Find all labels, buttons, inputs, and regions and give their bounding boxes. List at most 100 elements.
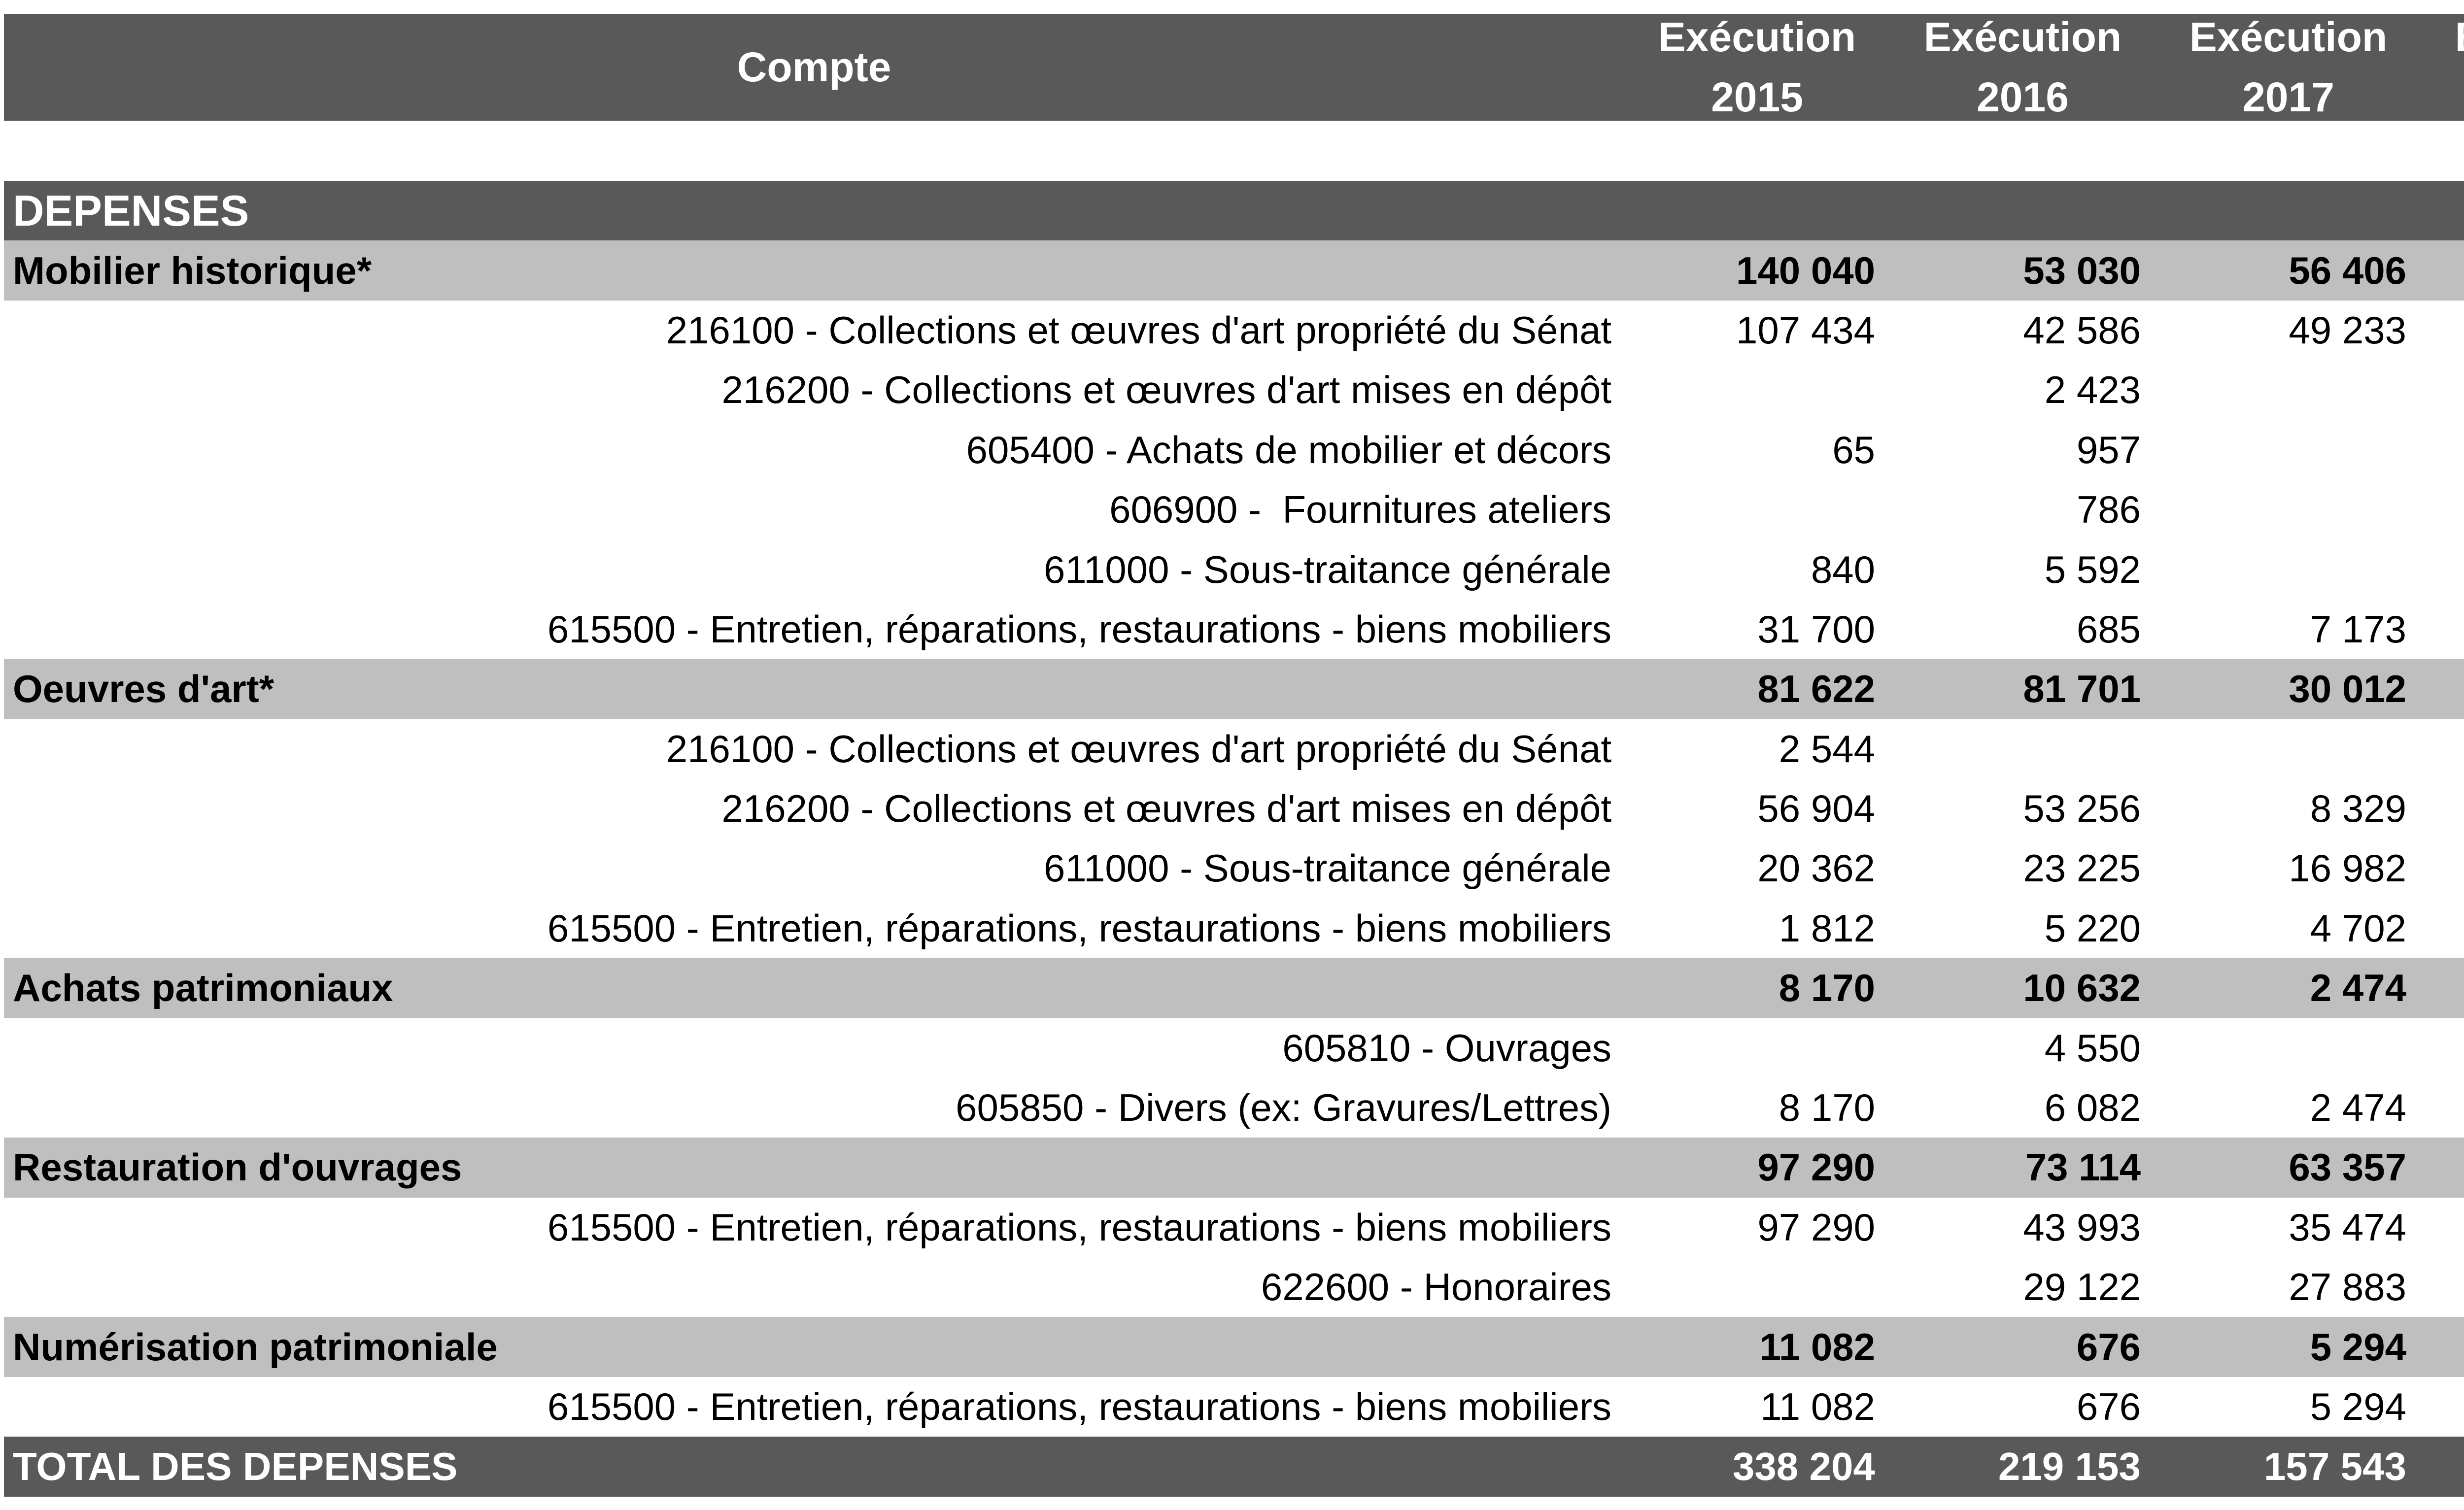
- row-title-cell: Achats patrimoniaux: [4, 958, 1624, 1018]
- row-title-cell: Restauration d'ouvrages: [4, 1138, 1624, 1197]
- value-cell-2016: 29 122: [1890, 1257, 2156, 1317]
- value: 8 329: [2310, 787, 2406, 831]
- value: 11 082: [1760, 1385, 1875, 1428]
- value-cell-2017: 5 294: [2156, 1377, 2421, 1437]
- detail-row: 216200 - Collections et œuvres d'art mis…: [4, 778, 2464, 839]
- value-cell-2015: 11 082: [1624, 1317, 1890, 1376]
- year-label: 2017: [2242, 73, 2334, 120]
- execution-label: Exécution: [1923, 14, 2122, 60]
- value-cell-2017: 5 294: [2156, 1317, 2421, 1376]
- row-title: Oeuvres d'art*: [13, 667, 274, 711]
- value-cell-2016: 786: [1890, 480, 2156, 539]
- value-cell-2016: 23 225: [1890, 839, 2156, 898]
- value: 81 701: [2023, 667, 2141, 711]
- value-cell-2015: [1624, 181, 1890, 240]
- execution-label: Exécution: [2189, 14, 2388, 60]
- value: 35 474: [2289, 1205, 2406, 1249]
- value-cell-2015: [1624, 480, 1890, 539]
- value-cell-2016: 957: [1890, 420, 2156, 480]
- row-title: Numérisation patrimoniale: [13, 1325, 498, 1369]
- value: 5 294: [2310, 1385, 2406, 1428]
- value-cell-2015: [1624, 360, 1890, 420]
- account-label: 216100 - Collections et œuvres d'art pro…: [666, 727, 1611, 771]
- value: 685: [2076, 607, 2141, 651]
- group-row: Achats patrimoniaux 8 170 10 632 2 474 5 521…: [4, 958, 2464, 1018]
- account-label-cell: 606900 - Fournitures ateliers: [4, 480, 1624, 539]
- value: 140 040: [1736, 248, 1875, 292]
- value-cell-2018: [2421, 480, 2464, 539]
- value-cell-2017: 49 233: [2156, 301, 2421, 360]
- value-cell-2016: 6 082: [1890, 1078, 2156, 1138]
- spacer-row: [4, 121, 2464, 181]
- budget-table: Compte Exécution 2015 Exécution 2016 Exé…: [4, 14, 2464, 1497]
- value-cell-2015: [1624, 1257, 1890, 1317]
- value-cell-2016: 5 220: [1890, 899, 2156, 958]
- value-cell-2015: 1 812: [1624, 899, 1890, 958]
- table-body: DEPENSES Mobilier historique* 140 040 53 03…: [4, 121, 2464, 1497]
- detail-row: 605400 - Achats de mobilier et décors 65 9…: [4, 420, 2464, 480]
- value: 16 982: [2289, 846, 2406, 890]
- value: 219 153: [1998, 1444, 2141, 1488]
- value: 81 622: [1757, 667, 1875, 711]
- value: 676: [2076, 1325, 2141, 1369]
- value: 338 204: [1732, 1444, 1875, 1488]
- column-header-execution-2018: Exécution 2018: [2421, 14, 2464, 121]
- column-header-execution-2016: Exécution 2016: [1890, 14, 2156, 121]
- value-cell-2016: 81 701: [1890, 659, 2156, 719]
- value-cell-2016: [1890, 181, 2156, 240]
- compte-column-header-label: Compte: [737, 44, 891, 90]
- execution-label: Exécution: [1658, 14, 1856, 60]
- value: 65: [1832, 428, 1875, 471]
- account-label: 216200 - Collections et œuvres d'art mis…: [721, 368, 1611, 412]
- value-cell-2015: 107 434: [1624, 301, 1890, 360]
- value-cell-2015: 56 904: [1624, 779, 1890, 839]
- account-label-cell: 216200 - Collections et œuvres d'art mis…: [4, 360, 1624, 420]
- value-cell-2017: 8 329: [2156, 779, 2421, 839]
- account-label-cell: 605850 - Divers (ex: Gravures/Lettres): [4, 1078, 1624, 1138]
- year-label: 2016: [1977, 73, 2069, 120]
- detail-row: 606900 - Fournitures ateliers7867 003: [4, 479, 2464, 540]
- value-cell-2018: 1 712: [2421, 1317, 2464, 1376]
- value: 107 434: [1736, 308, 1875, 352]
- value-cell-2015: 140 040: [1624, 240, 1890, 300]
- header-row: Compte Exécution 2015 Exécution 2016 Exé…: [4, 14, 2464, 121]
- value-cell-2016: 676: [1890, 1377, 2156, 1437]
- value: 157 543: [2263, 1444, 2406, 1488]
- value: 31 700: [1757, 607, 1875, 651]
- value-cell-2015: 840: [1624, 539, 1890, 599]
- value-cell-2016: 53 256: [1890, 779, 2156, 839]
- value: 4 550: [2044, 1026, 2141, 1070]
- value-cell-2016: 4 550: [1890, 1018, 2156, 1077]
- value-cell-2018: 1 055: [2421, 719, 2464, 779]
- value: 56 904: [1757, 787, 1875, 831]
- value-cell-2017: 35 474: [2156, 1198, 2421, 1257]
- detail-row: 605850 - Divers (ex: Gravures/Lettres) 8 …: [4, 1077, 2464, 1138]
- group-row: Restauration d'ouvrages 97 290 73 114 63 35…: [4, 1138, 2464, 1198]
- detail-row: 615500 - Entretien, réparations, restaur…: [4, 1197, 2464, 1258]
- value: 2 544: [1779, 727, 1875, 771]
- value: 73 114: [2025, 1145, 2141, 1189]
- account-label-cell: 615500 - Entretien, réparations, restaur…: [4, 600, 1624, 659]
- detail-row: 615500 - Entretien, réparations, restaur…: [4, 1376, 2464, 1437]
- section-row: DEPENSES: [4, 181, 2464, 241]
- value: 30 012: [2289, 667, 2406, 711]
- account-label-cell: 611000 - Sous-traitance générale: [4, 839, 1624, 898]
- value: 11 082: [1759, 1325, 1875, 1369]
- value-cell-2015: 11 082: [1624, 1377, 1890, 1437]
- value-cell-2017: [2156, 181, 2421, 240]
- row-title: DEPENSES: [13, 186, 249, 235]
- detail-row: 216100 - Collections et œuvres d'art pro…: [4, 300, 2464, 361]
- value-cell-2018: 1 712: [2421, 1377, 2464, 1437]
- value-cell-2017: [2156, 420, 2421, 480]
- detail-row: 615500 - Entretien, réparations, restaur…: [4, 898, 2464, 959]
- value: 7 173: [2310, 607, 2406, 651]
- value-cell-2018: 30 686: [2421, 1257, 2464, 1317]
- value: 10 632: [2023, 966, 2141, 1010]
- value-cell-2017: [2156, 719, 2421, 779]
- account-label: 611000 - Sous-traitance générale: [1044, 846, 1611, 890]
- value-cell-2018: 329 054: [2421, 1437, 2464, 1496]
- value: 42 586: [2023, 308, 2141, 352]
- value-cell-2015: 81 622: [1624, 659, 1890, 719]
